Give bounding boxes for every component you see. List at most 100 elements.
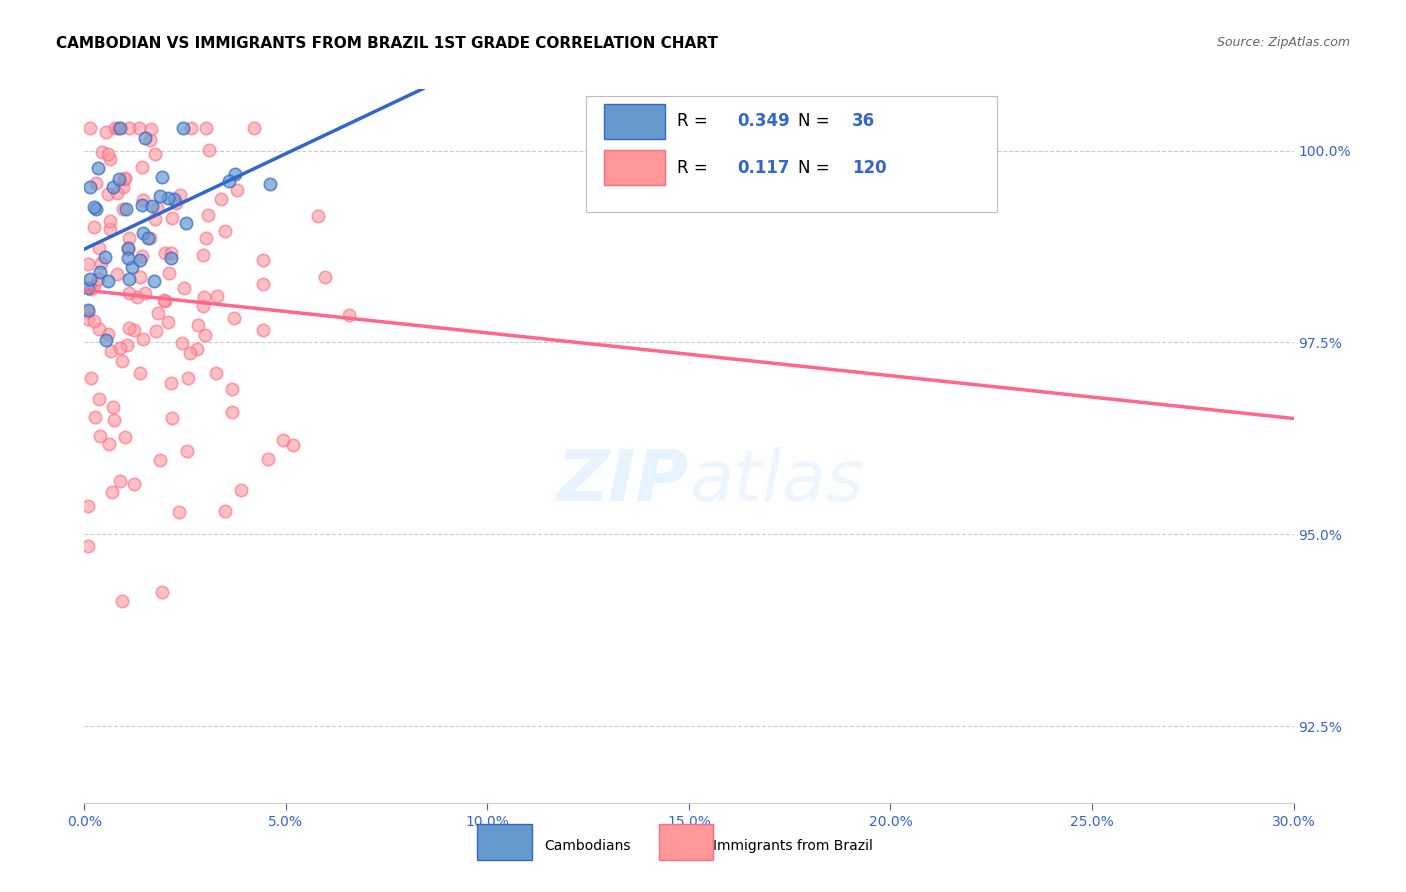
Cambodians bbox=[129, 253, 152, 268]
Immigrants from Brazil bbox=[176, 371, 198, 385]
Immigrants from Brazil bbox=[162, 211, 184, 225]
Immigrants from Brazil bbox=[172, 336, 194, 351]
Text: 36: 36 bbox=[852, 112, 876, 130]
Immigrants from Brazil bbox=[252, 323, 274, 337]
Text: N =: N = bbox=[797, 159, 835, 177]
Immigrants from Brazil bbox=[118, 320, 141, 334]
Immigrants from Brazil bbox=[97, 187, 120, 202]
Immigrants from Brazil bbox=[77, 305, 100, 319]
Immigrants from Brazil bbox=[129, 270, 152, 285]
Immigrants from Brazil bbox=[87, 241, 110, 255]
Immigrants from Brazil bbox=[176, 443, 198, 458]
Immigrants from Brazil bbox=[193, 247, 215, 261]
Immigrants from Brazil bbox=[209, 192, 232, 206]
Immigrants from Brazil bbox=[83, 313, 105, 327]
Immigrants from Brazil bbox=[131, 332, 153, 346]
Immigrants from Brazil bbox=[103, 413, 125, 427]
Immigrants from Brazil bbox=[131, 249, 153, 263]
Immigrants from Brazil bbox=[205, 288, 228, 302]
Immigrants from Brazil bbox=[165, 196, 187, 211]
Cambodians bbox=[259, 178, 281, 192]
Immigrants from Brazil bbox=[145, 324, 167, 338]
Immigrants from Brazil bbox=[231, 483, 253, 497]
Immigrants from Brazil bbox=[221, 382, 243, 396]
FancyBboxPatch shape bbox=[659, 824, 713, 860]
Immigrants from Brazil bbox=[96, 125, 118, 139]
Immigrants from Brazil bbox=[131, 160, 153, 174]
Cambodians bbox=[77, 302, 100, 317]
Immigrants from Brazil bbox=[77, 539, 100, 553]
Immigrants from Brazil bbox=[84, 176, 107, 190]
Cambodians bbox=[97, 273, 120, 287]
Immigrants from Brazil bbox=[197, 143, 219, 157]
Cambodians bbox=[156, 191, 179, 205]
Text: CAMBODIAN VS IMMIGRANTS FROM BRAZIL 1ST GRADE CORRELATION CHART: CAMBODIAN VS IMMIGRANTS FROM BRAZIL 1ST … bbox=[56, 36, 718, 51]
Immigrants from Brazil bbox=[281, 438, 304, 452]
Immigrants from Brazil bbox=[79, 120, 101, 135]
Immigrants from Brazil bbox=[179, 346, 201, 360]
Immigrants from Brazil bbox=[77, 256, 100, 270]
Cambodians bbox=[159, 251, 181, 265]
Immigrants from Brazil bbox=[117, 231, 139, 245]
Immigrants from Brazil bbox=[271, 433, 294, 447]
Immigrants from Brazil bbox=[105, 267, 128, 281]
Immigrants from Brazil bbox=[153, 246, 176, 260]
Immigrants from Brazil bbox=[143, 212, 166, 227]
Immigrants from Brazil bbox=[98, 436, 121, 450]
Immigrants from Brazil bbox=[83, 279, 105, 293]
Cambodians bbox=[141, 199, 163, 213]
Immigrants from Brazil bbox=[117, 242, 139, 256]
Immigrants from Brazil bbox=[101, 401, 124, 415]
Immigrants from Brazil bbox=[105, 186, 128, 200]
Immigrants from Brazil bbox=[315, 270, 337, 285]
Cambodians bbox=[131, 198, 153, 212]
Immigrants from Brazil bbox=[339, 308, 361, 322]
Immigrants from Brazil bbox=[87, 392, 110, 407]
Immigrants from Brazil bbox=[204, 366, 226, 380]
FancyBboxPatch shape bbox=[478, 824, 531, 860]
Immigrants from Brazil bbox=[77, 311, 100, 326]
Immigrants from Brazil bbox=[149, 453, 172, 467]
Immigrants from Brazil bbox=[153, 294, 176, 309]
Immigrants from Brazil bbox=[98, 222, 121, 236]
Immigrants from Brazil bbox=[252, 277, 274, 291]
Immigrants from Brazil bbox=[101, 485, 124, 500]
Immigrants from Brazil bbox=[169, 188, 191, 202]
Immigrants from Brazil bbox=[307, 210, 329, 224]
Immigrants from Brazil bbox=[80, 371, 103, 385]
Immigrants from Brazil bbox=[104, 120, 127, 135]
Text: Immigrants from Brazil: Immigrants from Brazil bbox=[713, 838, 873, 853]
Text: 120: 120 bbox=[852, 159, 887, 177]
Immigrants from Brazil bbox=[160, 246, 183, 260]
Cambodians bbox=[224, 167, 246, 181]
Immigrants from Brazil bbox=[114, 430, 136, 444]
Immigrants from Brazil bbox=[90, 256, 112, 270]
Immigrants from Brazil bbox=[118, 120, 141, 135]
Cambodians bbox=[79, 272, 101, 286]
Immigrants from Brazil bbox=[111, 353, 134, 368]
Cambodians bbox=[121, 260, 143, 275]
Cambodians bbox=[117, 241, 139, 255]
Immigrants from Brazil bbox=[115, 338, 138, 352]
Immigrants from Brazil bbox=[197, 208, 219, 222]
Immigrants from Brazil bbox=[118, 286, 141, 301]
Cambodians bbox=[94, 250, 117, 264]
Text: R =: R = bbox=[676, 112, 713, 130]
Immigrants from Brazil bbox=[252, 253, 274, 268]
Immigrants from Brazil bbox=[243, 120, 266, 135]
Immigrants from Brazil bbox=[167, 505, 190, 519]
Text: 0.117: 0.117 bbox=[737, 159, 790, 177]
Immigrants from Brazil bbox=[134, 286, 156, 301]
FancyBboxPatch shape bbox=[605, 150, 665, 186]
Immigrants from Brazil bbox=[224, 310, 246, 325]
Immigrants from Brazil bbox=[80, 282, 103, 296]
Text: Source: ZipAtlas.com: Source: ZipAtlas.com bbox=[1216, 36, 1350, 49]
Immigrants from Brazil bbox=[143, 147, 166, 161]
Immigrants from Brazil bbox=[145, 201, 167, 215]
Text: atlas: atlas bbox=[689, 447, 863, 516]
Cambodians bbox=[218, 174, 240, 188]
Cambodians bbox=[174, 216, 197, 230]
Cambodians bbox=[136, 230, 159, 244]
Cambodians bbox=[86, 161, 108, 176]
Cambodians bbox=[108, 120, 131, 135]
